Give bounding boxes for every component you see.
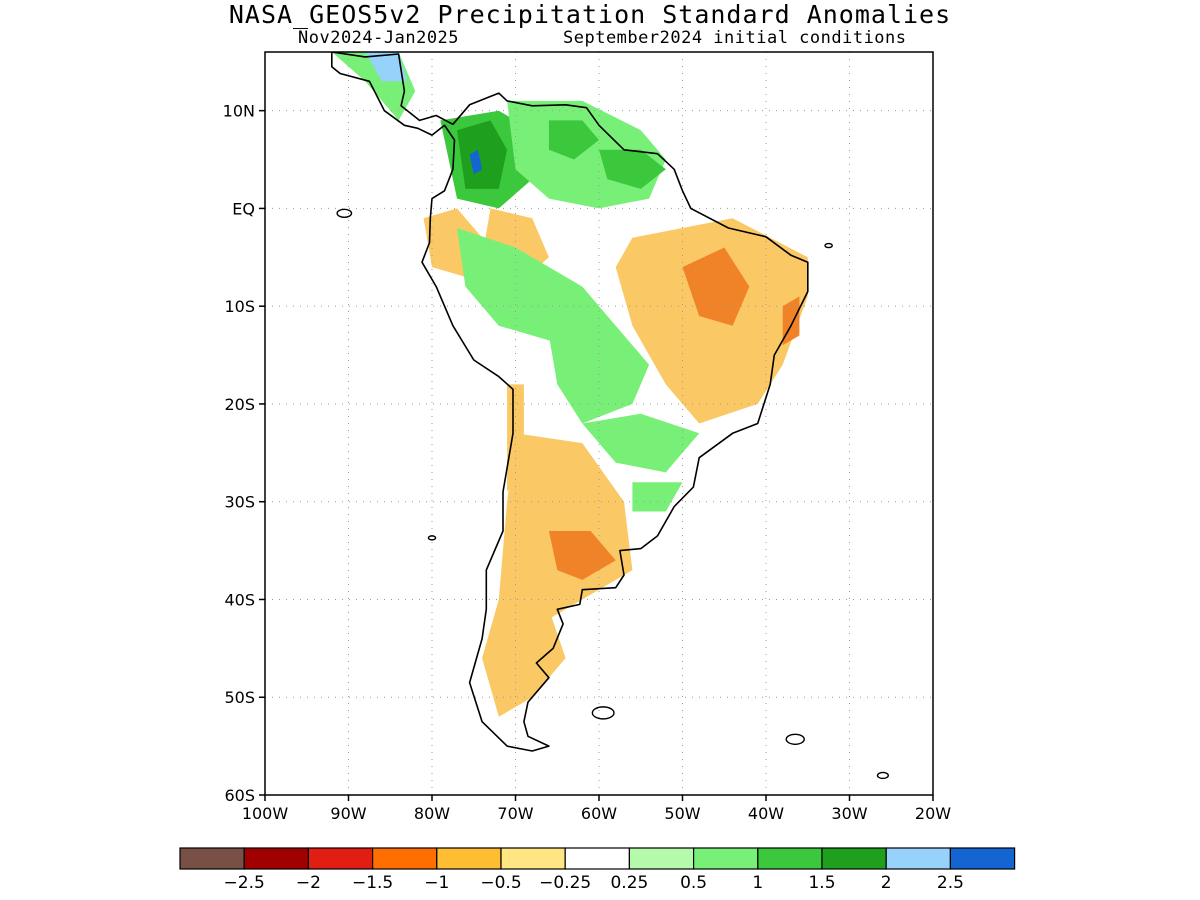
colorbar: −2.5 −2 −1.5 −1 −0.5 −0.25 0.25 0.5 1 1.5 2 2.5 xyxy=(179,847,1016,893)
anomaly-uruguay-wet xyxy=(632,482,683,512)
initial-conditions: September2024 initial conditions xyxy=(563,28,907,48)
anomaly-colombia-blue xyxy=(469,149,483,175)
colorbar-label: −1 xyxy=(424,873,449,893)
lon-tick-label: 90W xyxy=(330,804,366,823)
graticule xyxy=(265,52,933,795)
colorbar-swatch xyxy=(821,847,887,870)
lon-tick-label: 20W xyxy=(915,804,951,823)
colorbar-swatch xyxy=(692,847,759,870)
colorbar-swatch xyxy=(757,847,823,870)
anomaly-patagonia-dry xyxy=(482,599,566,717)
forecast-period: Nov2024-Jan2025 xyxy=(298,28,460,48)
colorbar-label: 1.5 xyxy=(808,873,835,893)
island-outline xyxy=(785,733,805,745)
anomaly-centralamerica-blue xyxy=(365,52,407,82)
longitude-axis: 100W 90W 80W 70W 60W 50W 40W 30W 20W xyxy=(242,795,951,823)
colorbar-label: 2 xyxy=(881,873,892,893)
lat-tick-label: 10S xyxy=(224,297,255,316)
lat-tick-label: 40S xyxy=(224,590,255,609)
lat-tick-label: 20S xyxy=(224,395,255,414)
lon-tick-label: 70W xyxy=(497,804,533,823)
colorbar-swatch xyxy=(436,847,502,870)
colorbar-label: −2 xyxy=(296,873,321,893)
island-outline xyxy=(427,535,437,541)
anomaly-colombia-wet-core xyxy=(457,120,508,189)
colorbar-label: 2.5 xyxy=(937,873,964,893)
lat-tick-label: 10N xyxy=(223,102,255,121)
colorbar-label: 0.25 xyxy=(610,873,648,893)
anomaly-regions xyxy=(331,52,808,717)
map-title: NASA_GEOS5v2 Precipitation Standard Anom… xyxy=(228,0,952,29)
coastlines xyxy=(330,52,890,780)
anomaly-argentina-dry-core xyxy=(548,531,616,580)
colorbar-label: −0.5 xyxy=(480,873,521,893)
island-outline xyxy=(824,242,833,249)
anomaly-venezuela-wet-core xyxy=(548,120,599,160)
anomaly-paraguay-wet xyxy=(582,413,700,473)
lon-tick-label: 30W xyxy=(831,804,867,823)
lon-tick-label: 50W xyxy=(664,804,700,823)
colorbar-label: −2.5 xyxy=(224,873,265,893)
colorbar-swatch xyxy=(307,847,374,870)
lat-tick-label: 30S xyxy=(224,493,255,512)
lat-tick-label: EQ xyxy=(232,199,255,218)
colorbar-swatch xyxy=(179,847,245,870)
colorbar-swatch xyxy=(628,847,695,870)
colorbar-label: 1 xyxy=(752,873,763,893)
colorbar-label: −1.5 xyxy=(352,873,393,893)
colorbar-label: −0.25 xyxy=(539,873,591,893)
latitude-axis: 10N EQ 10S 20S 30S 40S 50S 60S xyxy=(223,102,265,805)
anomaly-amazon-wet xyxy=(457,228,616,346)
colorbar-swatch xyxy=(243,847,309,870)
colorbar-label: 0.5 xyxy=(680,873,707,893)
lat-tick-label: 50S xyxy=(224,688,255,707)
lat-tick-label: 60S xyxy=(224,786,255,805)
continent-coastline xyxy=(330,52,809,752)
lon-tick-label: 60W xyxy=(581,804,617,823)
lon-tick-label: 100W xyxy=(242,804,289,823)
colorbar-swatch xyxy=(885,847,952,870)
island-outline xyxy=(591,706,615,720)
colorbar-swatch xyxy=(564,847,631,870)
island-outline xyxy=(876,771,890,780)
lon-tick-label: 80W xyxy=(414,804,450,823)
lon-tick-label: 40W xyxy=(748,804,784,823)
anomaly-guyana-wet xyxy=(599,149,666,189)
anomaly-brazil-dry xyxy=(615,218,808,424)
colorbar-swatch xyxy=(372,847,438,870)
island-outline xyxy=(336,208,353,219)
colorbar-swatch xyxy=(949,847,1016,870)
colorbar-swatch xyxy=(500,847,566,870)
